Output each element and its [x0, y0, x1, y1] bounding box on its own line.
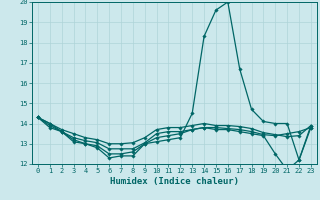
X-axis label: Humidex (Indice chaleur): Humidex (Indice chaleur) — [110, 177, 239, 186]
